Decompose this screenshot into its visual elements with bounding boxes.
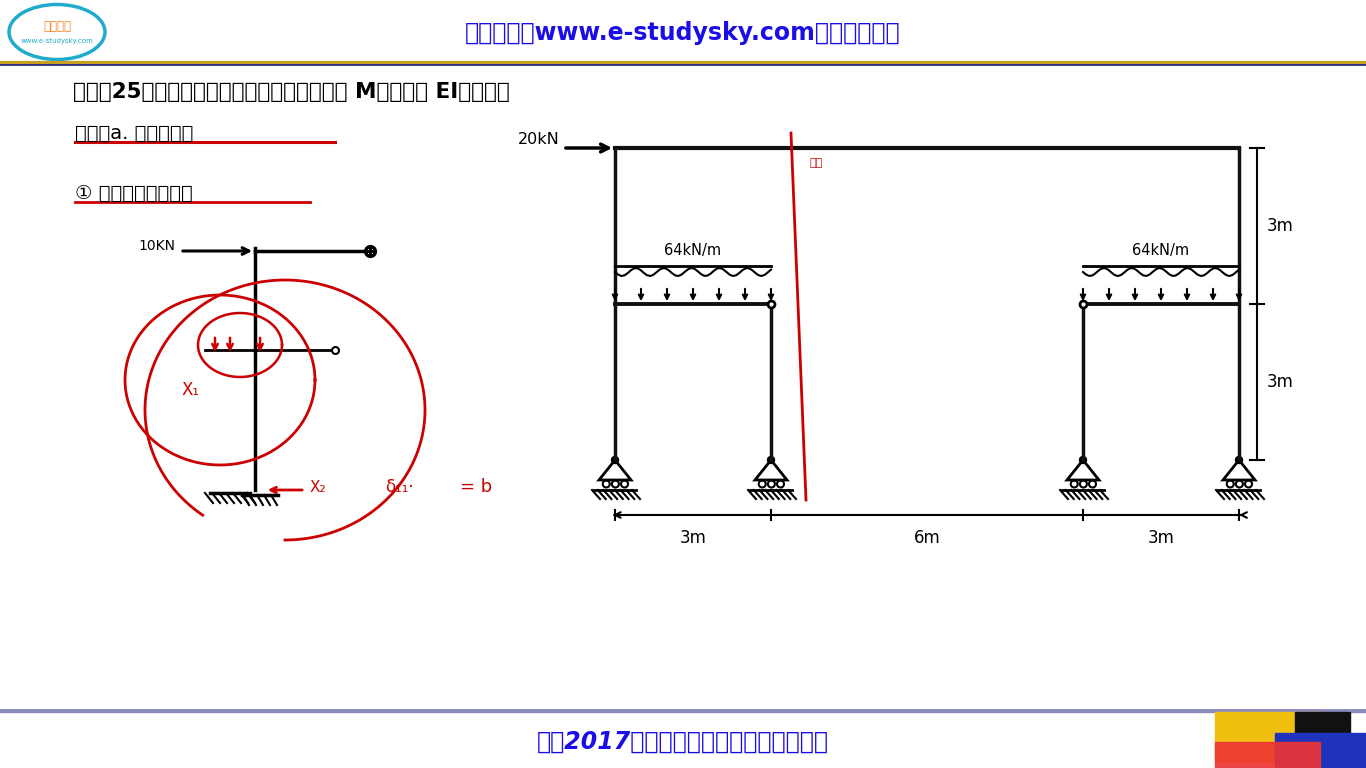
Circle shape bbox=[1079, 456, 1086, 464]
Circle shape bbox=[768, 456, 775, 464]
Text: 6m: 6m bbox=[914, 529, 940, 547]
Polygon shape bbox=[1214, 742, 1320, 768]
Text: 二、（25分）用力法求解图示对称结构并作其 M图。各杆 EI为常数。: 二、（25分）用力法求解图示对称结构并作其 M图。各杆 EI为常数。 bbox=[72, 82, 510, 102]
Text: δ₁₁·: δ₁₁· bbox=[385, 478, 414, 496]
Text: ① 取力法基本体系：: ① 取力法基本体系： bbox=[75, 184, 193, 203]
Text: 3m: 3m bbox=[1268, 217, 1294, 235]
Polygon shape bbox=[1214, 712, 1320, 762]
Polygon shape bbox=[1274, 733, 1366, 768]
Text: 网学天地（www.e-studysky.com）版权所有！: 网学天地（www.e-studysky.com）版权所有！ bbox=[466, 21, 900, 45]
Text: 20kN: 20kN bbox=[518, 131, 560, 147]
Polygon shape bbox=[1295, 712, 1350, 742]
Text: X₂: X₂ bbox=[310, 479, 326, 495]
Text: 3m: 3m bbox=[1147, 529, 1175, 547]
Text: X₁: X₁ bbox=[182, 381, 199, 399]
Text: 解析：a. 取正对称。: 解析：a. 取正对称。 bbox=[75, 124, 194, 143]
Circle shape bbox=[1235, 456, 1243, 464]
Text: = b: = b bbox=[460, 478, 492, 496]
Text: 3m: 3m bbox=[1268, 373, 1294, 391]
Text: 西刹2017年《结构力学》考研真题与详解: 西刹2017年《结构力学》考研真题与详解 bbox=[537, 730, 829, 754]
Text: 网學天地: 网學天地 bbox=[42, 19, 71, 32]
Text: 10KN: 10KN bbox=[138, 239, 175, 253]
Text: 对称: 对称 bbox=[809, 158, 822, 168]
Circle shape bbox=[612, 456, 619, 464]
Text: 64kN/m: 64kN/m bbox=[664, 243, 721, 258]
Text: 64kN/m: 64kN/m bbox=[1132, 243, 1190, 258]
Text: www.e-studysky.com: www.e-studysky.com bbox=[20, 38, 93, 44]
Text: 3m: 3m bbox=[679, 529, 706, 547]
